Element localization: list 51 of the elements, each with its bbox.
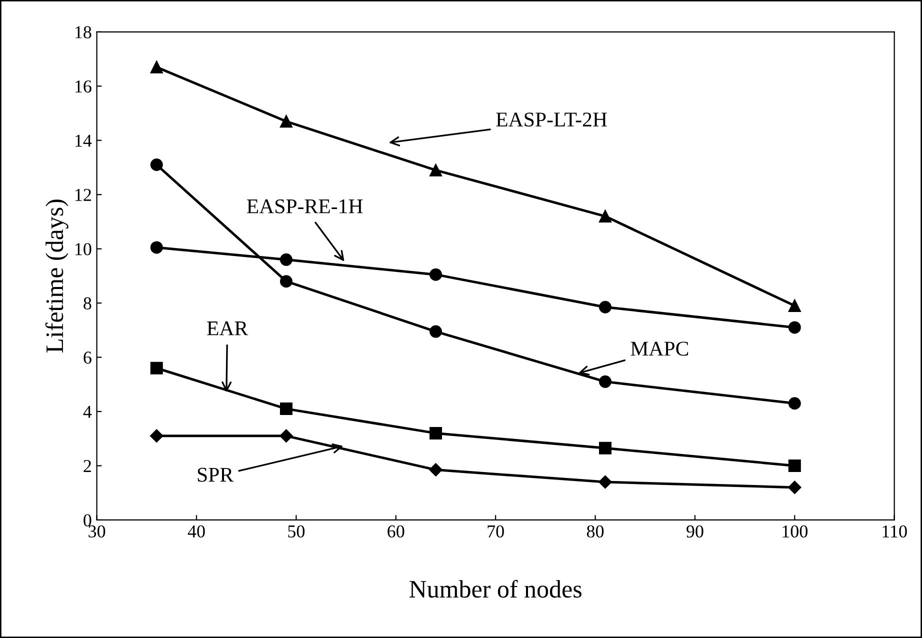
x-tick-label: 90: [686, 525, 704, 538]
y-tick-label: 18: [75, 26, 92, 38]
x-tick-label: 60: [388, 525, 404, 538]
point: [430, 268, 442, 281]
y-tick-label: 2: [84, 460, 91, 472]
y-tick-label: 10: [75, 243, 92, 256]
point: [280, 115, 292, 128]
point: [429, 463, 442, 476]
y-tick-label: 0: [84, 514, 92, 526]
x-axis-title: Number of nodes: [410, 580, 582, 598]
y-axis-title: Lifetime (days): [45, 200, 68, 353]
text: EAR: [207, 321, 248, 336]
point: [280, 275, 292, 288]
series-label: MAPC: [630, 342, 688, 356]
point: [788, 321, 801, 334]
point: [430, 426, 442, 440]
y-tick-label: 16: [75, 80, 92, 93]
y-tick-label: 14: [75, 134, 92, 147]
x-tick-label: 40: [188, 525, 205, 538]
point: [280, 402, 292, 416]
y-tick-label: 12: [75, 188, 91, 201]
point: [280, 429, 293, 442]
point: [598, 475, 612, 489]
point: [598, 375, 612, 388]
point: [280, 253, 292, 266]
point: [598, 210, 612, 223]
x-tick-label: 110: [882, 525, 907, 538]
point: [598, 442, 612, 454]
y-tick-label: 6: [84, 352, 92, 364]
x-tick-label: 100: [782, 525, 808, 538]
text: EASP-RE-1H: [246, 199, 363, 214]
x-tick-label: 30: [88, 525, 106, 538]
point: [150, 429, 164, 442]
point: [430, 325, 442, 338]
point: [150, 60, 163, 74]
y-tick-label: 8: [84, 297, 92, 310]
point: [150, 241, 163, 254]
y-tick-label: 4: [83, 406, 92, 418]
point: [430, 164, 442, 176]
point: [788, 480, 802, 494]
x-tick-label: 80: [586, 525, 604, 538]
x-tick-label: 50: [288, 525, 305, 538]
series-label: SPR: [198, 468, 234, 482]
point: [150, 158, 163, 172]
point: [598, 300, 612, 314]
text: EASP-LT-2H: [496, 112, 607, 127]
point: [150, 362, 163, 374]
point: [788, 459, 801, 472]
x-tick-label: 70: [488, 525, 504, 538]
point: [788, 397, 801, 410]
point: [788, 300, 801, 312]
